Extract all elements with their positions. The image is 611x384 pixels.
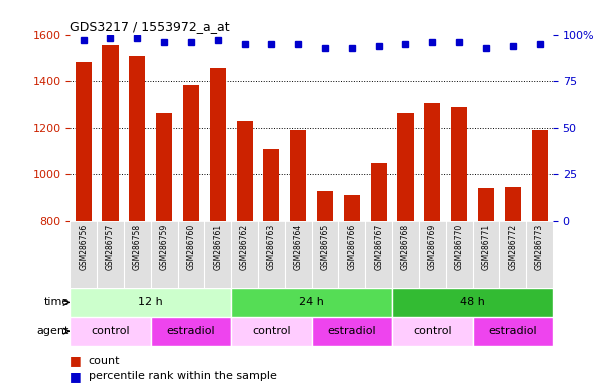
Text: GSM286773: GSM286773 [535,224,544,270]
Bar [392,288,553,317]
Text: estradiol: estradiol [327,326,376,336]
Text: GSM286756: GSM286756 [79,224,88,270]
Text: control: control [252,326,291,336]
Text: GSM286762: GSM286762 [240,224,249,270]
Text: count: count [89,356,120,366]
Bar [70,317,151,346]
Bar [156,113,172,221]
Text: GDS3217 / 1553972_a_at: GDS3217 / 1553972_a_at [70,20,230,33]
Bar [338,221,365,288]
Bar [210,68,226,221]
Bar [258,221,285,288]
Text: GSM286768: GSM286768 [401,224,410,270]
Bar [371,162,387,221]
Bar [76,63,92,221]
Text: GSM286758: GSM286758 [133,224,142,270]
Bar [499,221,526,288]
Bar [285,221,312,288]
Bar [392,221,419,288]
Text: GSM286764: GSM286764 [294,224,302,270]
Text: GSM286765: GSM286765 [321,224,329,270]
Text: GSM286759: GSM286759 [159,224,169,270]
Text: 12 h: 12 h [138,297,163,308]
Text: GSM286757: GSM286757 [106,224,115,270]
Text: GSM286761: GSM286761 [213,224,222,270]
Text: ■: ■ [70,354,82,367]
Bar [263,149,279,221]
Text: GSM286766: GSM286766 [347,224,356,270]
Text: control: control [413,326,452,336]
Bar [317,190,333,221]
Text: GSM286760: GSM286760 [186,224,196,270]
Bar [130,56,145,221]
Bar [103,45,119,221]
Text: ■: ■ [70,370,82,383]
Text: percentile rank within the sample: percentile rank within the sample [89,371,276,381]
Text: estradiol: estradiol [488,326,537,336]
Bar [312,317,392,346]
Text: 48 h: 48 h [460,297,485,308]
Bar [472,317,553,346]
Bar [151,221,178,288]
Text: GSM286767: GSM286767 [374,224,383,270]
Text: 24 h: 24 h [299,297,324,308]
Bar [532,130,547,221]
Bar [419,221,445,288]
Bar [231,288,392,317]
Bar [70,221,97,288]
Bar [344,195,360,221]
Bar [424,103,441,221]
Bar [70,288,231,317]
Bar [397,113,414,221]
Bar [231,317,312,346]
Text: agent: agent [37,326,69,336]
Bar [183,84,199,221]
Bar [505,187,521,221]
Text: GSM286763: GSM286763 [267,224,276,270]
Text: time: time [43,297,69,308]
Bar [365,221,392,288]
Bar [178,221,204,288]
Text: GSM286772: GSM286772 [508,224,518,270]
Bar [97,221,124,288]
Bar [472,221,499,288]
Text: GSM286769: GSM286769 [428,224,437,270]
Bar [290,130,306,221]
Text: GSM286771: GSM286771 [481,224,491,270]
Bar [445,221,472,288]
Bar [231,221,258,288]
Bar [151,317,231,346]
Bar [312,221,338,288]
Text: GSM286770: GSM286770 [455,224,464,270]
Text: control: control [91,326,130,336]
Bar [526,221,553,288]
Bar [392,317,472,346]
Bar [478,188,494,221]
Bar [236,121,252,221]
Bar [124,221,151,288]
Bar [204,221,231,288]
Bar [451,107,467,221]
Text: estradiol: estradiol [167,326,215,336]
